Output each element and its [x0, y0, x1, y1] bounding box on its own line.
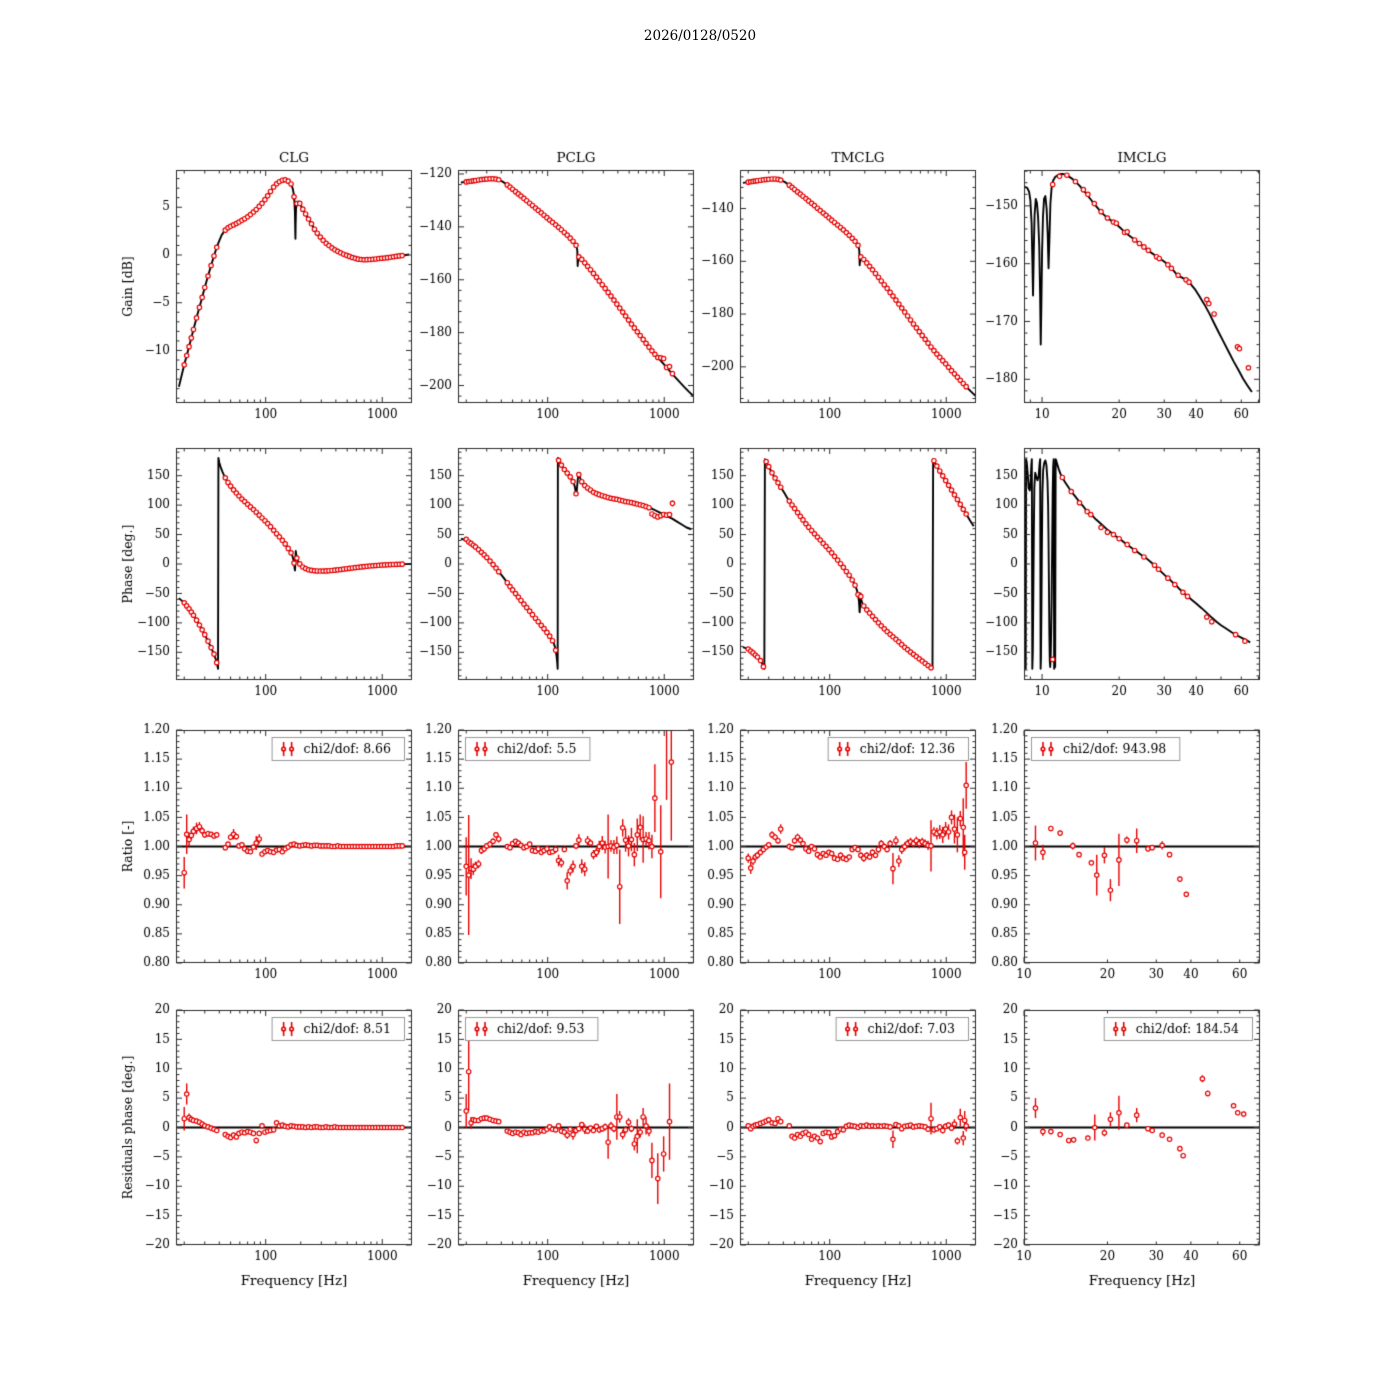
plots-canvas: [0, 0, 1400, 1400]
figure: 2026/0128/0520: [0, 0, 1400, 1400]
